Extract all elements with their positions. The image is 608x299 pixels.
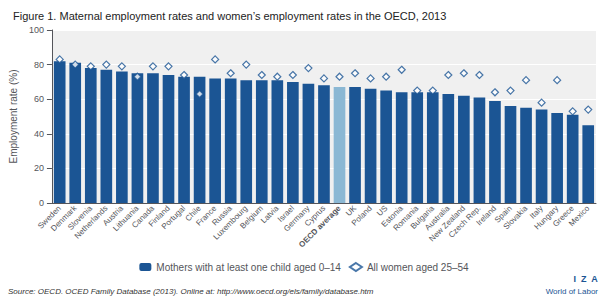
- svg-text:Estonia: Estonia: [379, 203, 405, 229]
- svg-text:Luxembourg: Luxembourg: [211, 203, 250, 242]
- svg-text:Chile: Chile: [183, 203, 203, 224]
- svg-text:New Zealand: New Zealand: [427, 203, 467, 244]
- svg-text:Hungary: Hungary: [532, 203, 561, 232]
- svg-text:Romania: Romania: [391, 203, 421, 233]
- svg-text:Slovakia: Slovakia: [502, 203, 530, 231]
- svg-text:Russia: Russia: [210, 203, 234, 228]
- svg-text:Finland: Finland: [146, 203, 172, 229]
- svg-text:Mexico: Mexico: [567, 203, 592, 228]
- svg-text:Czech Rep.: Czech Rep.: [446, 203, 483, 240]
- svg-text:Italy: Italy: [528, 203, 545, 221]
- svg-text:Poland: Poland: [350, 204, 374, 228]
- svg-text:60: 60: [34, 94, 44, 104]
- svg-text:0: 0: [39, 198, 44, 208]
- svg-text:UK: UK: [344, 203, 359, 218]
- svg-text:World of Labor: World of Labor: [546, 287, 599, 296]
- svg-text:I Z A: I Z A: [574, 274, 599, 284]
- svg-text:Portugal: Portugal: [159, 203, 188, 232]
- svg-text:Belgium: Belgium: [238, 203, 265, 231]
- svg-text:Mothers with at least one chil: Mothers with at least one child aged 0–1…: [156, 262, 341, 273]
- svg-text:Sweden: Sweden: [36, 203, 63, 231]
- svg-text:Austria: Austria: [101, 203, 126, 228]
- svg-text:Latvia: Latvia: [259, 203, 281, 225]
- svg-text:All women aged 25–54: All women aged 25–54: [367, 262, 469, 273]
- svg-text:100: 100: [29, 25, 44, 35]
- svg-text:Bulgaria: Bulgaria: [408, 203, 436, 231]
- svg-text:Source: OECD. OCED Family Data: Source: OECD. OCED Family Database (2013…: [8, 287, 374, 296]
- svg-text:Figure 1. Maternal employment: Figure 1. Maternal employment rates and …: [13, 10, 446, 22]
- svg-text:Canada: Canada: [130, 203, 157, 230]
- svg-text:Lithuania: Lithuania: [111, 203, 141, 234]
- svg-text:Denmark: Denmark: [49, 203, 79, 234]
- svg-text:Cyprus: Cyprus: [302, 203, 328, 229]
- svg-text:Australia: Australia: [423, 203, 452, 233]
- svg-text:80: 80: [34, 60, 44, 70]
- svg-text:OECD average: OECD average: [297, 203, 343, 249]
- svg-text:Spain: Spain: [492, 203, 514, 225]
- svg-text:Greece: Greece: [551, 203, 576, 229]
- svg-text:Israel: Israel: [275, 203, 296, 224]
- svg-text:Employment rate (%): Employment rate (%): [8, 70, 19, 164]
- svg-text:Slovenia: Slovenia: [65, 203, 94, 232]
- svg-text:20: 20: [34, 163, 44, 173]
- svg-text:France: France: [194, 203, 219, 228]
- svg-text:40: 40: [34, 129, 44, 139]
- svg-text:Germany: Germany: [282, 203, 312, 234]
- svg-text:Netherlands: Netherlands: [72, 203, 110, 241]
- svg-text:US: US: [375, 203, 390, 218]
- svg-text:Ireland: Ireland: [474, 203, 499, 228]
